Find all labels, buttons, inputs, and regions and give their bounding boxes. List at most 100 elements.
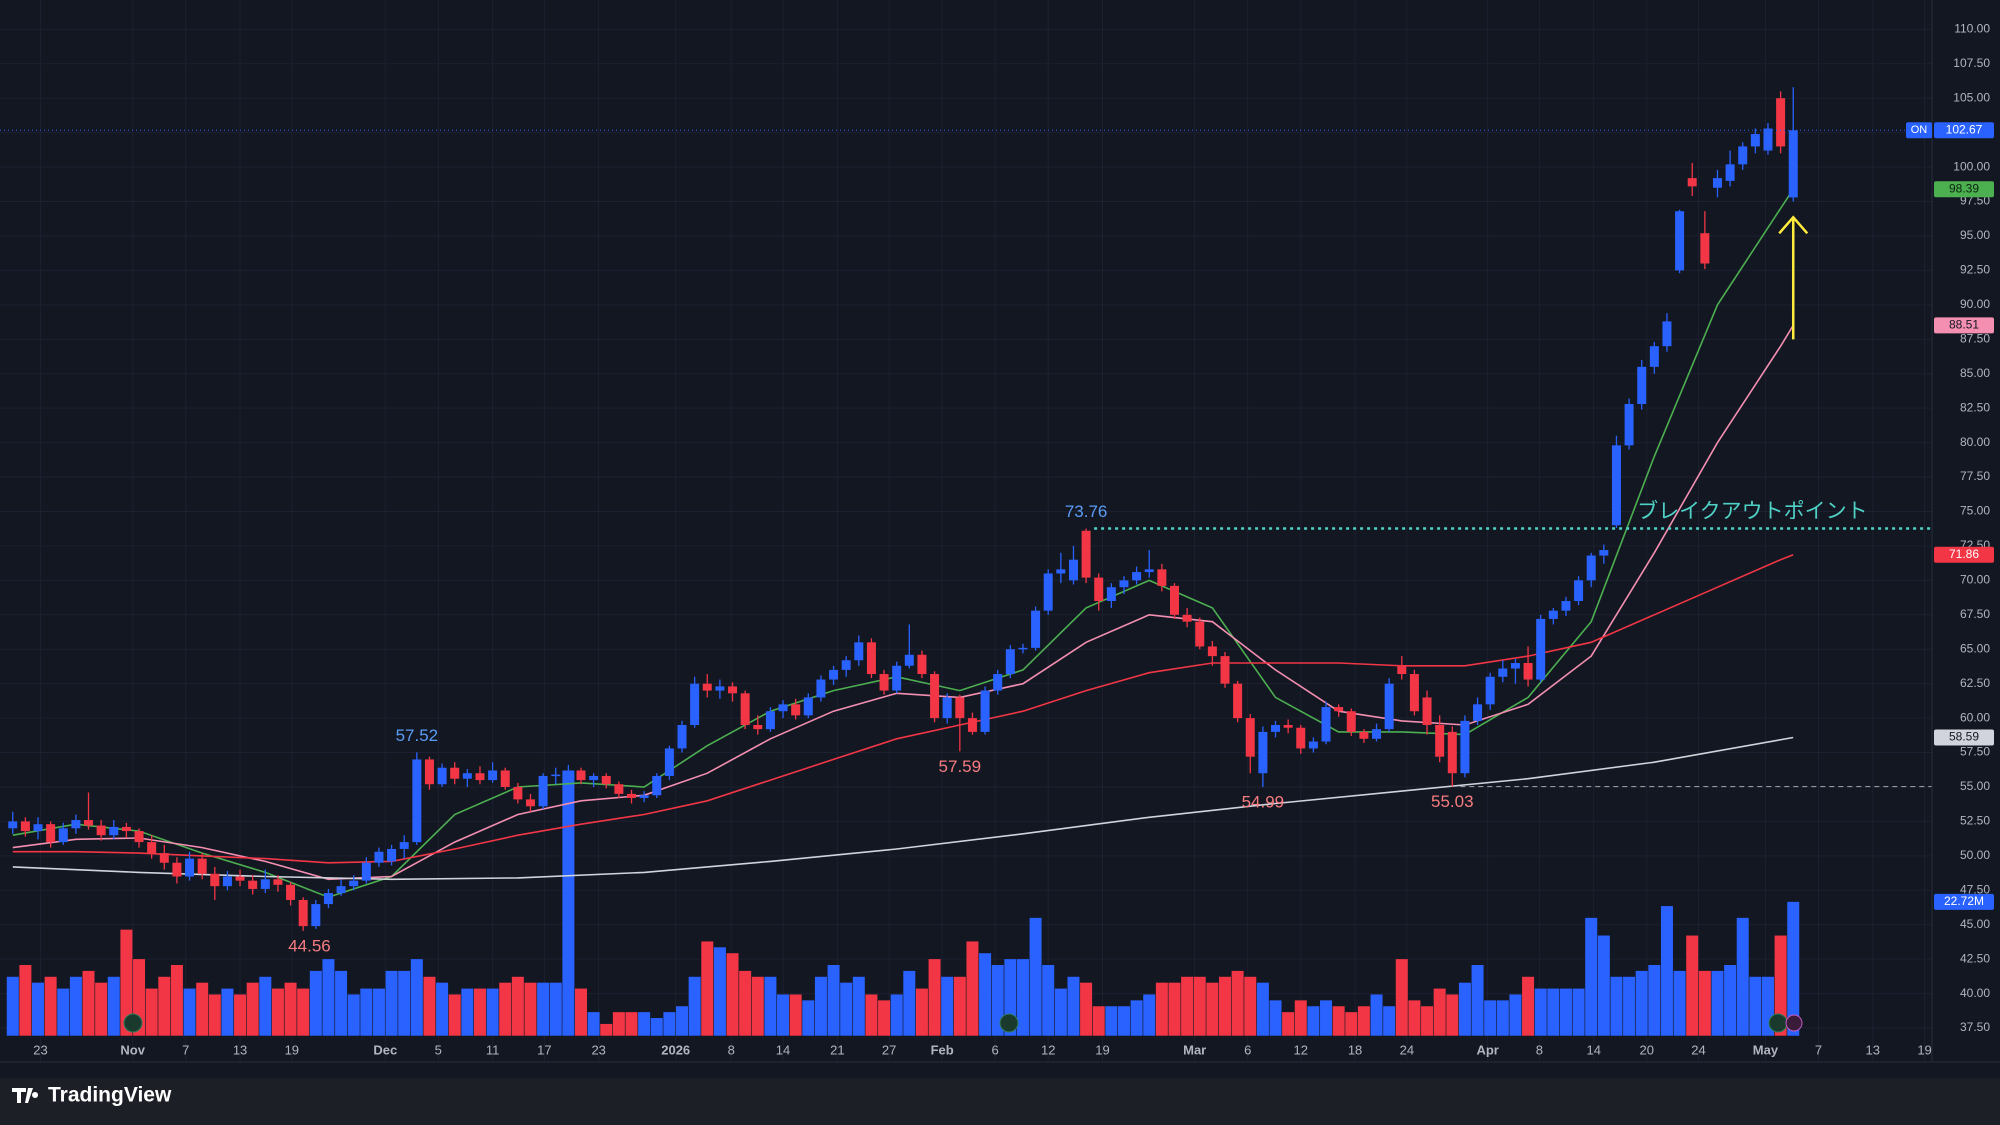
candle-body xyxy=(1359,731,1369,739)
volume-bar xyxy=(1345,1012,1358,1036)
candle-body xyxy=(1725,164,1735,181)
y-tick-label: 62.50 xyxy=(1960,676,1990,690)
volume-bar xyxy=(145,988,158,1036)
candle-body xyxy=(33,824,43,832)
grid xyxy=(0,0,1932,1062)
y-tick-label: 42.50 xyxy=(1960,951,1990,965)
candle-body xyxy=(1195,621,1205,647)
candle-body xyxy=(892,665,902,691)
price-tag xyxy=(1934,181,1994,198)
earnings-icon[interactable] xyxy=(123,1013,143,1033)
volume-bar xyxy=(1143,994,1156,1036)
candle-body xyxy=(1056,569,1066,574)
candle-body xyxy=(942,697,952,719)
x-tick-label: 7 xyxy=(1815,1042,1822,1057)
volume-bar xyxy=(1484,1000,1497,1036)
candle-body xyxy=(1624,404,1634,446)
volume-bar xyxy=(1724,965,1737,1036)
x-tick-label: 12 xyxy=(1294,1042,1308,1057)
volume-bar xyxy=(1711,970,1724,1036)
candle-body xyxy=(538,775,548,807)
x-tick-label: Nov xyxy=(120,1042,145,1057)
x-tick-label: 24 xyxy=(1691,1042,1705,1057)
volume-bar xyxy=(1206,982,1219,1036)
volume-bar xyxy=(928,959,941,1036)
x-tick-label: Apr xyxy=(1476,1042,1498,1057)
x-tick-label: 7 xyxy=(182,1042,189,1057)
volume-bar xyxy=(751,976,764,1036)
x-tick-label: 13 xyxy=(233,1042,247,1057)
volume-bar xyxy=(814,976,827,1036)
price-annotation: 44.56 xyxy=(288,936,331,955)
candle-body xyxy=(1788,130,1798,198)
x-tick-label: Mar xyxy=(1183,1042,1206,1057)
volume-bar xyxy=(915,988,928,1036)
candle-body xyxy=(627,793,637,799)
candle-body xyxy=(58,828,68,843)
candle-body xyxy=(917,654,927,675)
volume-bar xyxy=(372,988,385,1036)
y-tick-label: 92.50 xyxy=(1960,263,1990,277)
volume-bar xyxy=(1496,1000,1509,1036)
price-tag xyxy=(1906,122,1932,139)
volume-bar xyxy=(170,965,183,1036)
moving-average-line xyxy=(12,188,1794,899)
volume-bar xyxy=(183,988,196,1036)
candle-body xyxy=(854,642,864,661)
volume-bar xyxy=(1294,1000,1307,1036)
earnings-icons xyxy=(123,1013,1803,1033)
volume-bar xyxy=(878,1000,891,1036)
x-tick-label: 14 xyxy=(776,1042,790,1057)
candle-body xyxy=(1182,614,1192,622)
volume-bar xyxy=(271,988,284,1036)
candle-body xyxy=(1397,665,1407,675)
candle-body xyxy=(1119,580,1129,588)
volume-bar xyxy=(1522,976,1535,1036)
y-tick-label: 65.00 xyxy=(1960,641,1990,655)
candle-body xyxy=(1473,704,1483,721)
footer xyxy=(0,1078,2000,1125)
candle-body xyxy=(349,880,359,887)
candle-body xyxy=(1283,725,1293,728)
volume-bar xyxy=(511,976,524,1036)
y-tick-label: 75.00 xyxy=(1960,504,1990,518)
candle-body xyxy=(172,862,182,877)
candle-body xyxy=(1662,321,1672,347)
candle-body xyxy=(387,848,397,862)
arrow xyxy=(1778,215,1809,340)
volume-layer xyxy=(6,770,1800,1036)
candle-body xyxy=(1144,569,1154,573)
y-tick-label: 50.00 xyxy=(1960,848,1990,862)
volume-bar xyxy=(1736,917,1749,1036)
volume-bar xyxy=(1559,988,1572,1036)
volume-bar xyxy=(385,970,398,1036)
candle-body xyxy=(84,820,94,826)
candle-body xyxy=(1498,668,1508,677)
candle-body xyxy=(437,767,447,785)
volume-bar xyxy=(1408,1000,1421,1036)
candle-body xyxy=(1687,178,1697,187)
earnings-icon[interactable] xyxy=(1768,1013,1788,1033)
volume-bar xyxy=(1395,959,1408,1036)
volume-bar xyxy=(284,982,297,1036)
volume-bar xyxy=(107,976,120,1036)
price-tag xyxy=(1934,546,1994,563)
candle-body xyxy=(664,748,674,776)
volume-bar xyxy=(448,994,461,1036)
volume-bar xyxy=(1307,1006,1320,1036)
volume-bar xyxy=(1534,988,1547,1036)
volume-bar xyxy=(158,976,171,1036)
candle-body xyxy=(930,674,940,719)
candle-body xyxy=(1700,233,1710,264)
earnings-icon[interactable] xyxy=(999,1013,1019,1033)
volume-bar xyxy=(827,965,840,1036)
y-tick-label: 80.00 xyxy=(1960,435,1990,449)
candle-body xyxy=(715,686,725,691)
dividend-icon[interactable] xyxy=(1785,1014,1803,1032)
candle-body xyxy=(450,767,460,779)
candle-body xyxy=(879,674,889,691)
candle-body xyxy=(740,693,750,725)
candle-body xyxy=(311,904,321,927)
